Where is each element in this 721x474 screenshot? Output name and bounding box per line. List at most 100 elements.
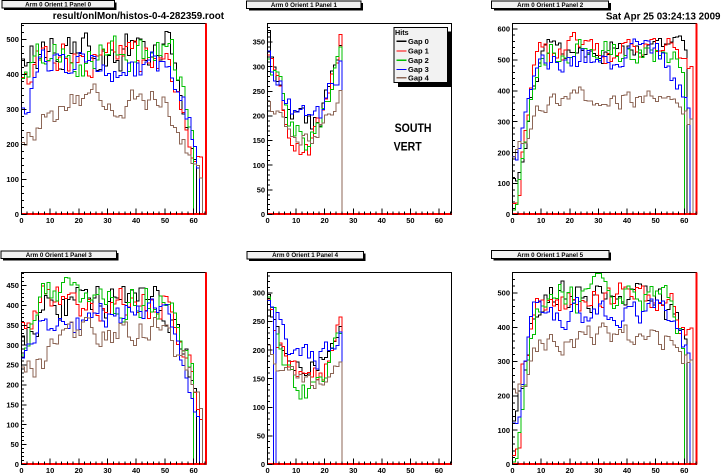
svg-text:60: 60 [190,216,198,225]
svg-text:Hits: Hits [395,28,409,37]
svg-text:200: 200 [253,112,266,121]
svg-text:40: 40 [132,216,140,225]
svg-text:30: 30 [103,466,111,474]
svg-text:10: 10 [46,216,54,225]
svg-text:0: 0 [15,210,19,219]
svg-text:Sat Apr 25 03:24:13 2009: Sat Apr 25 03:24:13 2009 [606,11,721,22]
svg-text:50: 50 [11,440,19,449]
svg-text:20: 20 [75,466,83,474]
svg-text:200: 200 [6,140,19,149]
svg-text:10: 10 [292,216,300,225]
svg-text:40: 40 [623,216,631,225]
svg-text:Arm 0 Orient 1 Panel 0: Arm 0 Orient 1 Panel 0 [25,2,92,9]
svg-text:300: 300 [6,105,19,114]
svg-text:0: 0 [261,210,265,219]
svg-text:400: 400 [6,70,19,79]
svg-text:300: 300 [253,62,266,71]
svg-text:60: 60 [435,466,443,474]
svg-text:SOUTH: SOUTH [395,123,432,135]
svg-text:Arm 0 Orient 1 Panel 5: Arm 0 Orient 1 Panel 5 [517,252,584,259]
svg-text:400: 400 [497,323,510,332]
svg-text:0: 0 [15,460,19,469]
svg-text:50: 50 [652,216,660,225]
svg-text:500: 500 [497,56,510,65]
svg-text:300: 300 [253,289,266,298]
svg-text:0: 0 [510,466,514,474]
svg-text:100: 100 [6,420,19,429]
svg-text:10: 10 [292,466,300,474]
svg-text:0: 0 [266,216,270,225]
svg-text:20: 20 [75,216,83,225]
svg-text:500: 500 [6,35,19,44]
svg-text:350: 350 [253,38,266,47]
svg-text:50: 50 [257,186,265,195]
svg-text:30: 30 [349,216,357,225]
svg-text:30: 30 [594,216,602,225]
svg-text:30: 30 [349,466,357,474]
svg-text:0: 0 [506,210,510,219]
svg-text:200: 200 [253,346,266,355]
svg-text:300: 300 [6,341,19,350]
svg-text:0: 0 [510,216,514,225]
svg-text:100: 100 [6,175,19,184]
svg-text:150: 150 [6,400,19,409]
svg-text:50: 50 [406,466,414,474]
svg-text:250: 250 [253,317,266,326]
svg-text:40: 40 [132,466,140,474]
svg-text:0: 0 [19,466,23,474]
svg-text:300: 300 [497,117,510,126]
svg-text:Gap 3: Gap 3 [408,65,429,74]
svg-text:100: 100 [253,161,266,170]
svg-text:0: 0 [19,216,23,225]
svg-text:600: 600 [497,25,510,34]
svg-text:Gap 4: Gap 4 [408,73,430,82]
svg-text:10: 10 [537,216,545,225]
svg-text:Arm 0 Orient 1 Panel 4: Arm 0 Orient 1 Panel 4 [272,252,339,259]
svg-text:60: 60 [190,466,198,474]
svg-text:150: 150 [253,136,266,145]
svg-text:0: 0 [506,460,510,469]
svg-text:200: 200 [6,381,19,390]
svg-text:400: 400 [497,86,510,95]
svg-text:30: 30 [103,216,111,225]
svg-text:60: 60 [435,216,443,225]
svg-text:350: 350 [6,321,19,330]
svg-text:50: 50 [257,432,265,441]
svg-text:10: 10 [46,466,54,474]
svg-text:0: 0 [266,466,270,474]
svg-text:100: 100 [253,403,266,412]
svg-text:500: 500 [497,289,510,298]
svg-text:20: 20 [566,216,574,225]
svg-text:250: 250 [253,87,266,96]
svg-text:Arm 0 Orient 1 Panel 1: Arm 0 Orient 1 Panel 1 [271,2,338,9]
svg-text:50: 50 [406,216,414,225]
svg-text:40: 40 [378,216,386,225]
svg-text:300: 300 [497,357,510,366]
svg-text:400: 400 [6,301,19,310]
svg-text:50: 50 [161,466,169,474]
svg-text:40: 40 [623,466,631,474]
svg-text:result/onlMon/histos-0-4-28235: result/onlMon/histos-0-4-282359.root [53,11,225,22]
svg-text:60: 60 [680,466,688,474]
svg-text:0: 0 [261,460,265,469]
svg-text:10: 10 [537,466,545,474]
svg-text:50: 50 [161,216,169,225]
svg-text:Gap 2: Gap 2 [408,56,429,65]
svg-text:Arm 0 Orient 1 Panel 2: Arm 0 Orient 1 Panel 2 [517,2,584,9]
svg-text:150: 150 [253,374,266,383]
svg-text:30: 30 [594,466,602,474]
svg-text:200: 200 [497,392,510,401]
svg-text:20: 20 [321,216,329,225]
svg-text:200: 200 [497,148,510,157]
svg-text:40: 40 [378,466,386,474]
svg-text:100: 100 [497,179,510,188]
svg-text:60: 60 [680,216,688,225]
svg-text:20: 20 [321,466,329,474]
svg-text:Gap 0: Gap 0 [408,37,429,46]
svg-text:20: 20 [566,466,574,474]
svg-text:450: 450 [6,281,19,290]
svg-text:Arm 0 Orient 1 Panel 3: Arm 0 Orient 1 Panel 3 [26,252,93,259]
svg-text:VERT: VERT [394,142,422,154]
svg-text:Gap 1: Gap 1 [408,47,429,56]
svg-text:50: 50 [652,466,660,474]
